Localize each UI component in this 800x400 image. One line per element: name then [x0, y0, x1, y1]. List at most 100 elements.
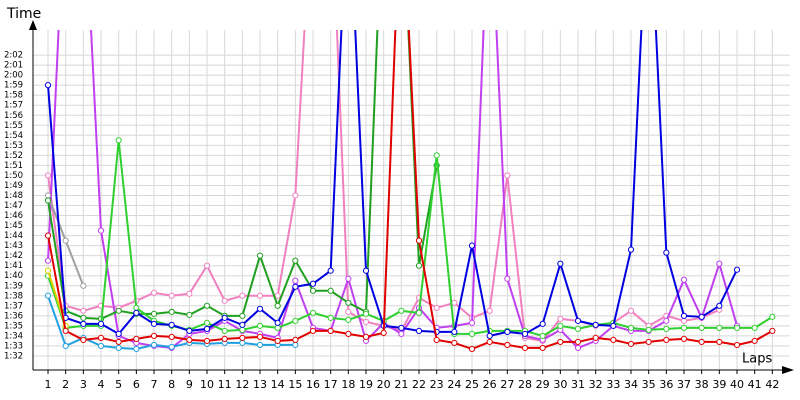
point [186, 290, 193, 297]
point [698, 338, 705, 346]
point [97, 227, 105, 234]
point [574, 325, 582, 332]
point [698, 313, 705, 320]
point [574, 338, 582, 346]
point [44, 232, 52, 239]
x-tick-label: 36 [659, 378, 673, 391]
x-tick-label: 30 [553, 378, 567, 391]
point [221, 335, 228, 343]
point [486, 338, 493, 346]
point [486, 332, 493, 339]
point [557, 260, 564, 267]
point [327, 327, 334, 334]
point [168, 292, 175, 299]
point [274, 292, 281, 299]
y-tick-label: 2:01 [4, 61, 23, 71]
point [751, 324, 758, 331]
point [539, 320, 546, 327]
point [62, 342, 69, 350]
point [115, 307, 122, 314]
point [97, 342, 105, 350]
point [168, 321, 175, 328]
point [504, 172, 511, 179]
y-tick-label: 1:37 [4, 301, 23, 311]
y-tick-label: 1:54 [4, 131, 23, 141]
x-tick-label: 38 [695, 378, 709, 391]
point [256, 292, 264, 299]
point [292, 317, 299, 324]
point [663, 336, 670, 344]
point [733, 324, 741, 331]
y-tick-label: 1:41 [4, 261, 23, 271]
point [610, 322, 617, 329]
y-tick-label: 1:52 [4, 151, 23, 161]
y-tick-label: 1:39 [4, 281, 23, 291]
x-tick-label: 12 [235, 378, 249, 391]
point [769, 327, 776, 334]
point [627, 307, 635, 314]
point [769, 313, 776, 320]
point [309, 280, 317, 287]
point [398, 330, 405, 337]
point [239, 292, 246, 299]
x-tick-label: 37 [677, 378, 691, 391]
point [362, 267, 370, 274]
point [398, 324, 405, 331]
point [256, 322, 264, 329]
y-tick-label: 1:44 [4, 231, 23, 241]
point [44, 192, 52, 199]
point [292, 341, 299, 349]
point [362, 333, 370, 341]
y-tick-label: 2:00 [4, 71, 23, 81]
point [115, 330, 122, 337]
point [592, 334, 599, 342]
y-tick-label: 1:49 [4, 181, 23, 191]
x-tick-label: 29 [536, 378, 550, 391]
point [327, 267, 334, 274]
y-tick-label: 1:59 [4, 81, 23, 91]
point [521, 330, 529, 337]
y-tick-label: 1:38 [4, 291, 23, 301]
point [751, 337, 758, 345]
point [680, 324, 688, 331]
point [362, 318, 370, 325]
x-tick-label: 7 [151, 378, 158, 391]
x-tick-label: 5 [115, 378, 122, 391]
x-tick-label: 28 [518, 378, 532, 391]
point [327, 287, 334, 294]
point [115, 338, 122, 346]
point [80, 320, 87, 327]
point [433, 336, 440, 344]
point [610, 336, 617, 344]
point [663, 325, 670, 332]
point [239, 339, 246, 347]
point [150, 332, 158, 339]
point [239, 312, 246, 319]
x-tick-label: 21 [394, 378, 408, 391]
point [115, 137, 122, 144]
point [451, 299, 458, 306]
x-tick-label: 3 [80, 378, 87, 391]
lines [44, 30, 776, 353]
x-tick-label: 1 [45, 378, 52, 391]
x-tick-label: 4 [98, 378, 105, 391]
point [468, 242, 476, 249]
point [415, 262, 423, 269]
point [292, 257, 299, 264]
x-tick-label: 6 [133, 378, 140, 391]
point [203, 262, 211, 269]
point [256, 341, 264, 349]
point [97, 320, 105, 327]
point [80, 336, 87, 344]
y-tick-label: 1:42 [4, 251, 23, 261]
point [186, 327, 193, 334]
point [274, 319, 281, 326]
x-tick-label: 8 [168, 378, 175, 391]
y-tick-label: 1:51 [4, 161, 23, 171]
point [203, 337, 211, 345]
point [309, 287, 317, 294]
point [733, 341, 741, 349]
y-tick-label: 1:34 [4, 331, 23, 341]
point [203, 325, 211, 332]
